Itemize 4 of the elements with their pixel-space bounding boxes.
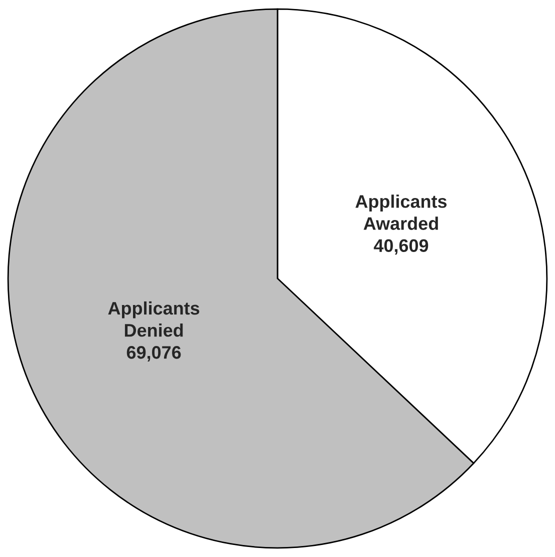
data-label: 40,609 [374,239,428,255]
slice-label: Applicants Awarded [355,194,447,230]
data-label: 69,076 [126,346,181,362]
slice-label: Applicants Denied [108,301,200,337]
